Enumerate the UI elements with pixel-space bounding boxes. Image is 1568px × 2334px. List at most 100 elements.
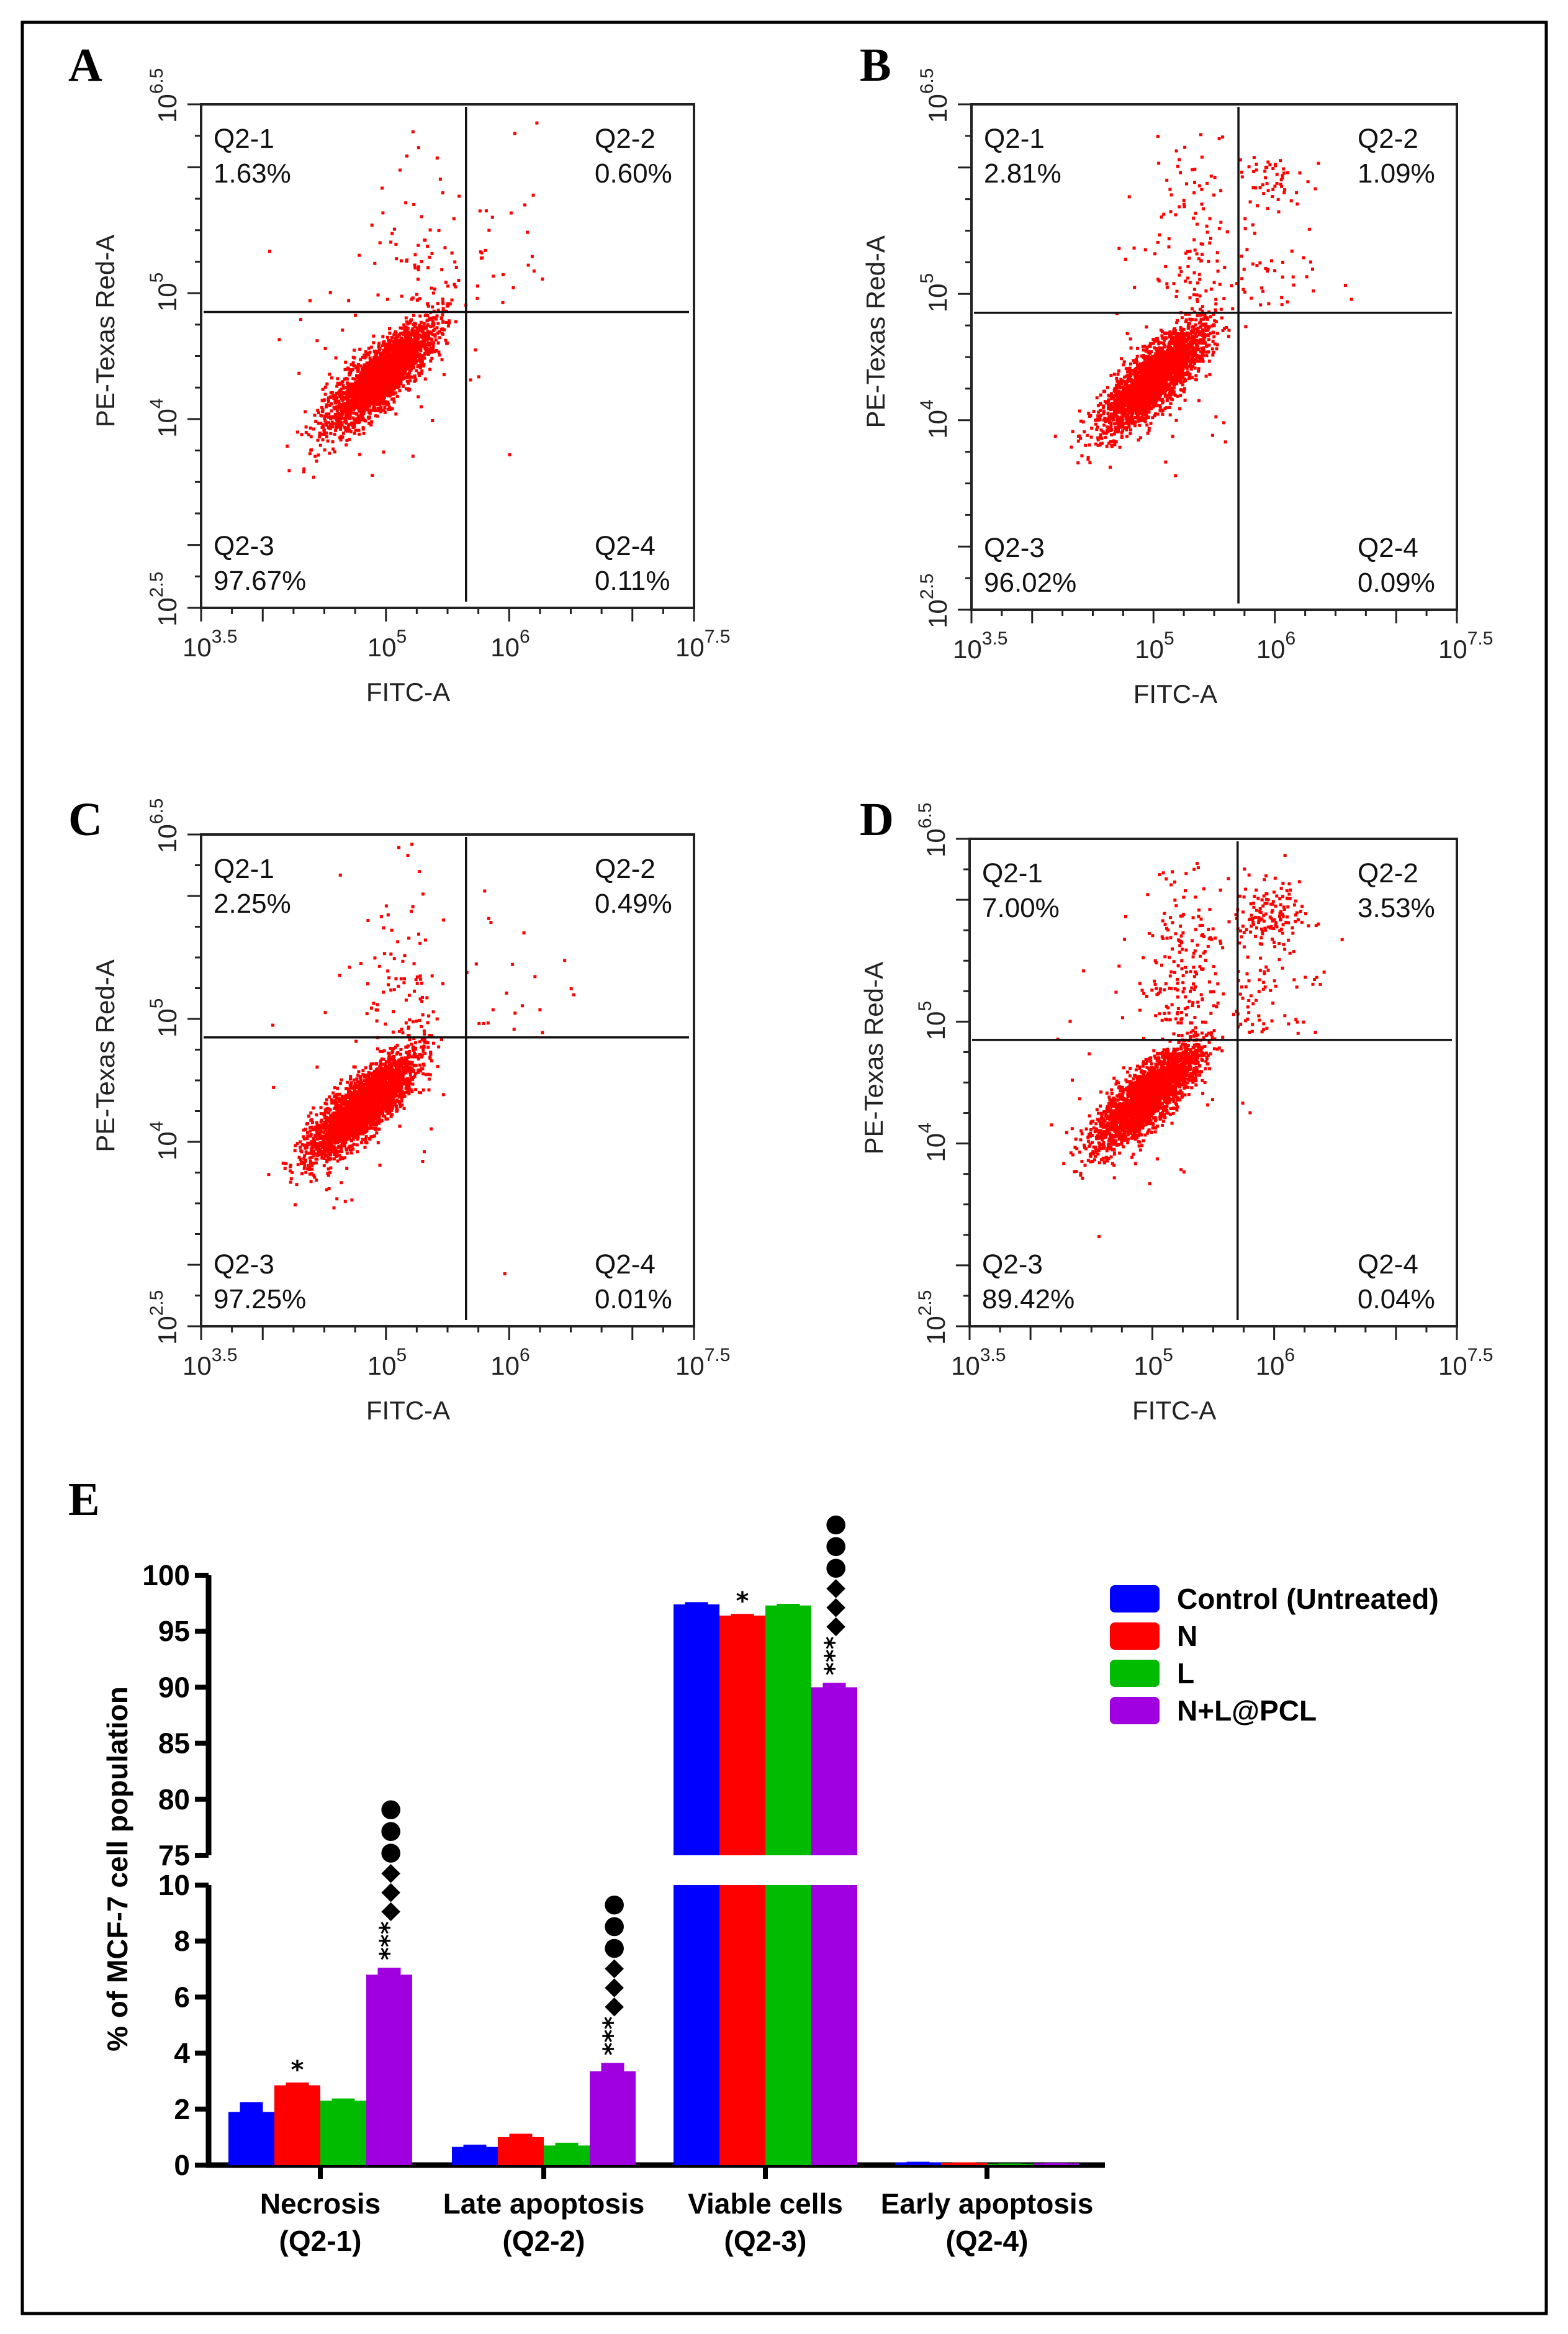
event-dot	[344, 402, 348, 405]
event-dot	[388, 405, 391, 409]
event-dot	[341, 410, 345, 414]
event-dot	[362, 402, 366, 406]
event-dot	[389, 387, 392, 391]
event-dot	[1158, 409, 1162, 412]
event-dot	[1145, 412, 1148, 415]
panel-label: B	[860, 39, 891, 91]
event-dot	[405, 260, 408, 263]
event-dot	[1187, 372, 1191, 376]
event-dot	[1179, 394, 1183, 397]
event-dot	[371, 409, 374, 412]
event-dot	[388, 389, 392, 393]
event-dot	[1094, 418, 1097, 422]
event-dot	[1122, 422, 1125, 425]
x-tick-label: 107.5	[675, 626, 730, 662]
event-dot	[1151, 416, 1155, 420]
event-dot	[1090, 427, 1094, 430]
quadrant-name: Q2-4	[595, 531, 656, 561]
event-dot	[389, 356, 392, 360]
event-dot	[348, 428, 351, 432]
event-dot	[1199, 314, 1202, 317]
event-dot	[304, 410, 307, 414]
event-dot	[1107, 398, 1111, 402]
event-dot	[1145, 415, 1148, 418]
event-dot	[1207, 338, 1210, 342]
event-dot	[1174, 340, 1178, 343]
event-dot	[1214, 308, 1217, 312]
event-dot	[386, 335, 389, 339]
event-dot	[1115, 420, 1119, 423]
event-dot	[1154, 352, 1158, 356]
event-dot	[366, 379, 369, 382]
event-dot	[416, 353, 420, 357]
event-dot	[361, 427, 365, 431]
event-dot	[1167, 377, 1171, 381]
event-dot	[361, 396, 364, 400]
event-dot	[359, 364, 363, 368]
event-dot	[379, 375, 382, 378]
event-dot	[1199, 307, 1202, 311]
event-dot	[381, 335, 385, 338]
event-dot	[379, 394, 383, 398]
event-dot	[1115, 408, 1119, 412]
event-dot	[349, 401, 353, 405]
event-dot	[369, 362, 372, 366]
event-dot	[379, 369, 382, 373]
event-dot	[330, 402, 333, 405]
event-dot	[351, 395, 355, 399]
event-dot	[316, 438, 320, 442]
event-dot	[426, 351, 430, 355]
event-dot	[428, 255, 431, 259]
event-dot	[1126, 370, 1130, 374]
event-dot	[383, 379, 387, 382]
scatter-points	[1053, 133, 1353, 477]
event-dot	[1135, 355, 1139, 358]
event-dot	[511, 286, 515, 289]
event-dot	[1136, 346, 1139, 350]
event-dot	[408, 351, 412, 355]
event-dot	[369, 423, 373, 427]
event-dot	[1184, 371, 1188, 375]
event-dot	[390, 407, 394, 410]
event-dot	[348, 438, 351, 441]
event-dot	[1099, 393, 1102, 397]
event-dot	[394, 242, 398, 246]
event-dot	[366, 400, 370, 404]
event-dot	[1110, 392, 1113, 396]
event-dot	[381, 399, 385, 403]
event-dot	[384, 389, 388, 392]
event-dot	[377, 350, 381, 354]
event-dot	[400, 360, 404, 364]
event-dot	[317, 453, 320, 457]
event-dot	[401, 368, 405, 371]
event-dot	[329, 391, 333, 395]
event-dot	[404, 201, 408, 205]
event-dot	[422, 322, 426, 325]
event-dot	[1109, 440, 1112, 443]
event-dot	[1156, 340, 1160, 343]
event-dot	[1102, 423, 1106, 427]
event-dot	[1188, 336, 1192, 340]
event-dot	[1146, 396, 1149, 400]
event-dot	[1181, 353, 1184, 357]
event-dot	[1165, 397, 1169, 400]
event-dot	[476, 284, 479, 288]
event-dot	[1223, 327, 1226, 330]
event-dot	[332, 405, 336, 409]
event-dot	[399, 259, 403, 263]
event-dot	[367, 398, 371, 402]
event-dot	[347, 423, 351, 427]
event-dot	[397, 366, 401, 370]
event-dot	[346, 381, 349, 385]
event-dot	[391, 390, 395, 394]
event-dot	[435, 317, 438, 321]
event-dot	[349, 430, 353, 433]
event-dot	[371, 362, 375, 366]
event-dot	[403, 352, 407, 356]
event-dot	[299, 318, 302, 322]
event-dot	[333, 415, 337, 418]
event-dot	[376, 401, 380, 405]
event-dot	[431, 419, 435, 422]
event-dot	[1189, 330, 1193, 333]
event-dot	[378, 397, 382, 401]
